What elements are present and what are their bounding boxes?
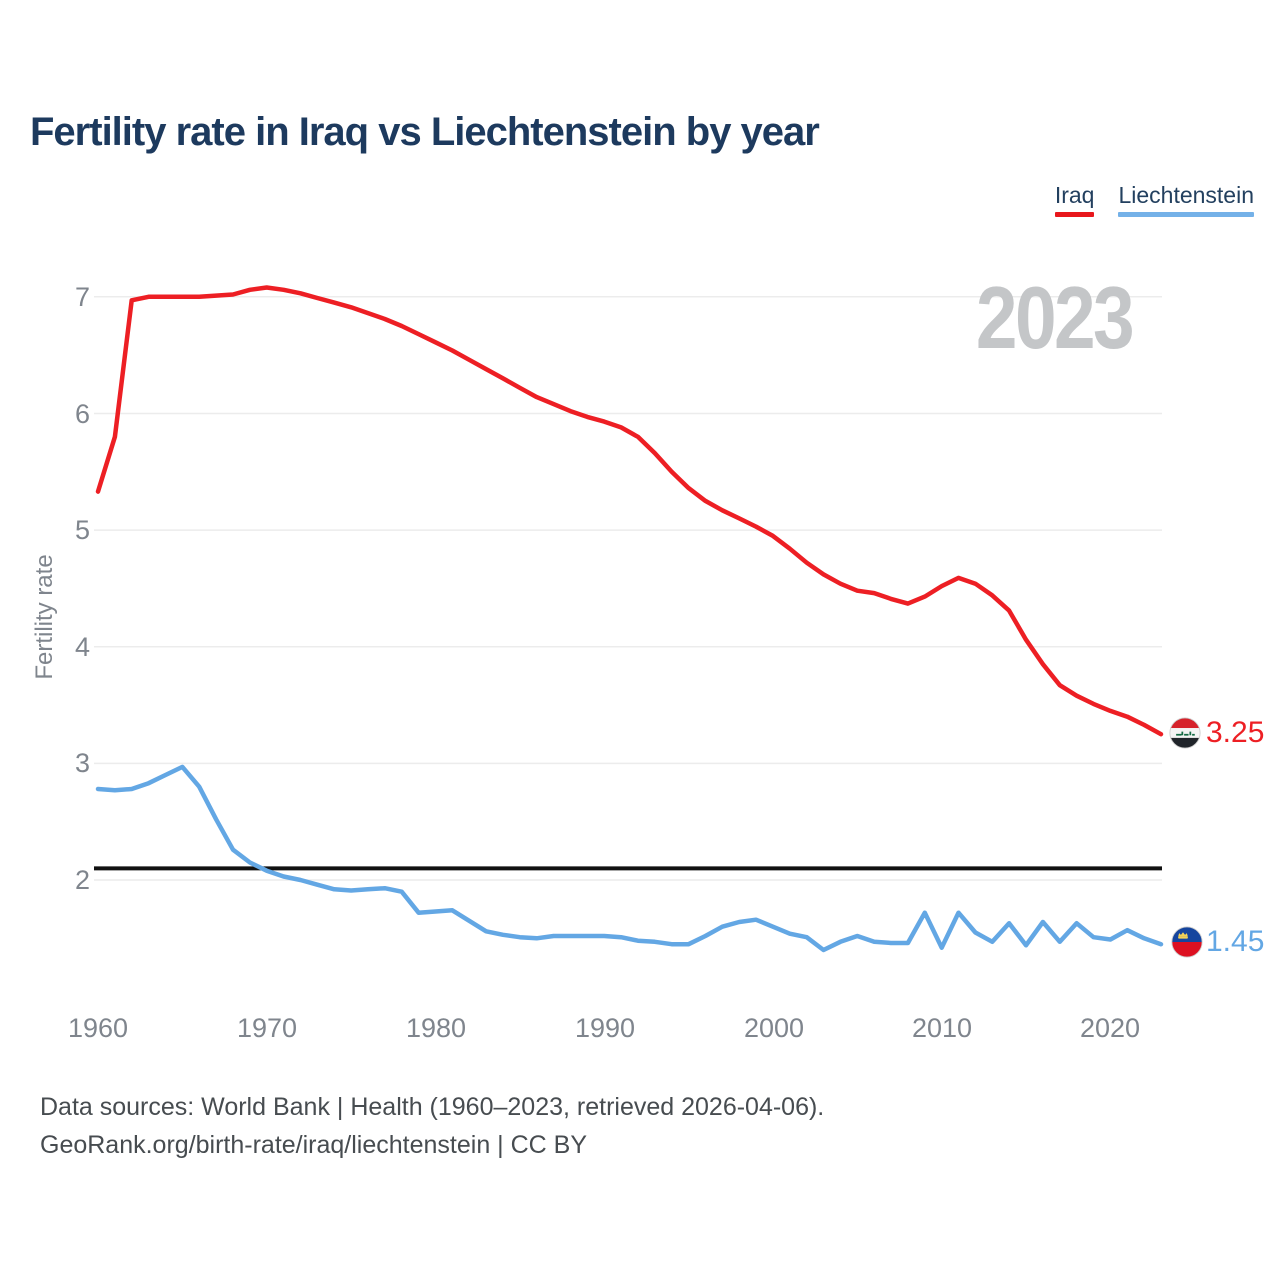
- y-tick: 2: [74, 865, 90, 895]
- page-title: Fertility rate in Iraq vs Liechtenstein …: [30, 110, 820, 154]
- footer-sources-line: Data sources: World Bank | Health (1960–…: [40, 1093, 825, 1121]
- iraq-end-value: 3.25: [1206, 716, 1265, 749]
- x-tick: 1960: [67, 1013, 129, 1043]
- y-tick: 7: [74, 282, 90, 312]
- liechtenstein-end-value: 1.45: [1206, 925, 1265, 958]
- x-tick: 1990: [574, 1013, 636, 1043]
- legend-item-liechtenstein[interactable]: Liechtenstein: [1118, 182, 1254, 217]
- y-tick: 3: [74, 748, 90, 778]
- legend: Iraq Liechtenstein: [1054, 182, 1254, 217]
- x-tick: 1980: [405, 1013, 467, 1043]
- y-tick: 6: [74, 399, 90, 429]
- x-tick: 2000: [743, 1013, 805, 1043]
- liechtenstein-flag-icon: [1171, 926, 1203, 958]
- legend-underline-iraq: [1054, 212, 1095, 217]
- legend-label-liechtenstein: Liechtenstein: [1118, 182, 1254, 208]
- iraq-flag-icon: [1169, 717, 1201, 749]
- footer-attribution-line: GeoRank.org/birth-rate/iraq/liechtenstei…: [40, 1131, 588, 1159]
- y-tick: 5: [74, 515, 90, 545]
- x-tick: 2020: [1079, 1013, 1141, 1043]
- legend-underline-liechtenstein: [1118, 212, 1254, 217]
- liechtenstein-line: [95, 764, 1164, 953]
- watermark-year: 2023: [975, 268, 1135, 367]
- legend-label-iraq: Iraq: [1054, 182, 1095, 208]
- footer: Data sources: World Bank | Health (1960–…: [40, 1088, 824, 1164]
- legend-item-iraq[interactable]: Iraq: [1054, 182, 1095, 217]
- iraq-line: [95, 285, 1164, 737]
- x-tick: 1970: [236, 1013, 298, 1043]
- y-tick: 4: [74, 632, 90, 662]
- x-tick: 2010: [911, 1013, 973, 1043]
